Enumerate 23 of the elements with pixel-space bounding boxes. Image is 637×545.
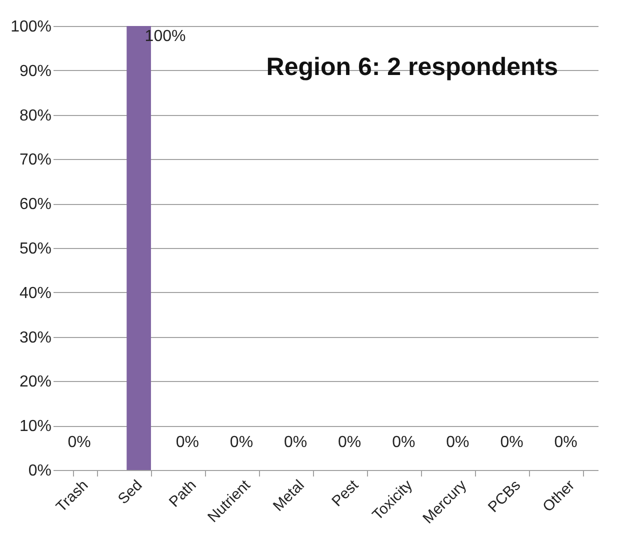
y-tick-label: 50% bbox=[19, 240, 52, 258]
data-label: 0% bbox=[338, 434, 362, 451]
x-tick-label: Path bbox=[166, 476, 200, 511]
y-tick-label: 10% bbox=[19, 418, 52, 436]
data-label: 0% bbox=[446, 434, 470, 451]
text: Region 6: 2 respondents bbox=[266, 53, 558, 81]
y-tick-label: 90% bbox=[19, 62, 52, 80]
data-label: 0% bbox=[176, 434, 199, 451]
y-tick-label: 40% bbox=[19, 284, 52, 302]
y-tick-label: 80% bbox=[19, 107, 52, 124]
y-tick-label: 60% bbox=[19, 196, 52, 214]
data-label: 0% bbox=[230, 434, 254, 451]
data-label: 0% bbox=[68, 434, 91, 451]
data-label: 0% bbox=[284, 434, 308, 451]
y-tick-label: 20% bbox=[19, 374, 52, 391]
data-label: 0% bbox=[554, 434, 578, 451]
x-tick-label: Sed bbox=[114, 476, 146, 508]
y-tick-label: 100% bbox=[10, 18, 52, 36]
data-label: 0% bbox=[392, 434, 416, 451]
data-label: 0% bbox=[500, 434, 524, 451]
y-tick-label: 30% bbox=[19, 329, 52, 346]
y-tick-label: 0% bbox=[28, 462, 52, 480]
y-tick-label: 70% bbox=[19, 152, 52, 169]
